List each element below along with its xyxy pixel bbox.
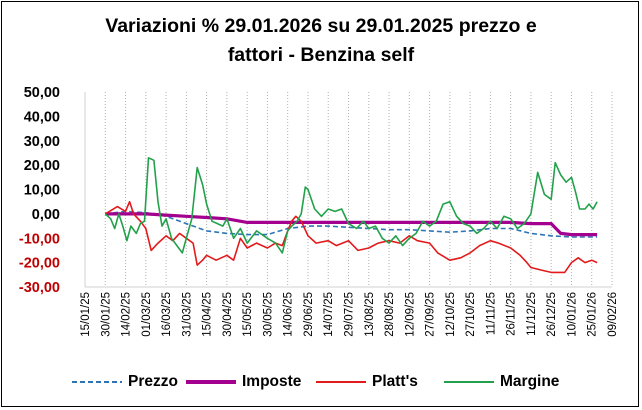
series-line-platts <box>104 200 598 274</box>
chart-title-line-1: Variazioni % 29.01.2026 su 29.01.2025 pr… <box>105 15 537 37</box>
chart-legend: Prezzo Imposte Platt's Margine <box>0 370 642 394</box>
legend-swatch-platts <box>316 381 366 383</box>
legend-swatch-margine <box>444 381 494 383</box>
y-tick-label: -10,00 <box>19 231 60 247</box>
y-tick-label: 30,00 <box>24 134 60 150</box>
x-tick-label: 01/03/25 <box>141 292 153 337</box>
x-tick-label: 26/12/25 <box>546 292 558 337</box>
y-tick-label: 50,00 <box>24 85 60 101</box>
chart-title-line-2: fattori - Benzina self <box>227 44 415 66</box>
x-tick-label: 30/05/25 <box>262 292 274 337</box>
x-tick-label: 28/08/25 <box>384 292 396 337</box>
x-tick-label: 14/07/25 <box>323 292 335 337</box>
x-tick-label: 10/01/26 <box>566 292 578 337</box>
x-tick-label: 14/02/25 <box>121 292 133 337</box>
x-tick-label: 27/09/25 <box>425 292 437 337</box>
series-line-imposte <box>105 212 598 237</box>
x-tick-label: 31/03/25 <box>181 292 193 337</box>
series-line-prezzo <box>105 210 598 238</box>
x-tick-label: 25/01/26 <box>587 292 599 337</box>
x-tick-label: 29/06/25 <box>303 292 315 337</box>
x-tick-label: 11/11/25 <box>485 292 497 335</box>
legend-label-prezzo: Prezzo <box>128 373 178 390</box>
x-tick-label: 30/01/25 <box>100 292 112 337</box>
chart-title: Variazioni % 29.01.2026 su 29.01.2025 pr… <box>0 12 642 70</box>
y-tick-label: 10,00 <box>24 183 60 199</box>
x-tick-label: 13/08/25 <box>364 292 376 337</box>
y-tick-label: 40,00 <box>24 109 60 125</box>
y-tick-label: -20,00 <box>19 256 60 272</box>
x-tick-label: 12/10/25 <box>445 292 457 337</box>
y-tick-label: -30,00 <box>19 280 60 296</box>
legend-item-margine: Margine <box>444 370 559 394</box>
x-tick-label: 15/01/25 <box>80 292 92 337</box>
x-tick-label: 29/07/25 <box>344 292 356 337</box>
x-tick-label: 30/04/25 <box>222 292 234 337</box>
legend-swatch-prezzo <box>72 381 122 383</box>
x-tick-label: 11/12/25 <box>526 292 538 336</box>
legend-label-platts: Platt's <box>372 373 418 390</box>
x-tick-label: 16/03/25 <box>161 292 173 337</box>
legend-item-platts: Platt's <box>316 370 418 394</box>
legend-item-imposte: Imposte <box>186 370 301 394</box>
x-tick-label: 09/02/26 <box>607 292 619 337</box>
x-tick-label: 27/10/25 <box>465 292 477 337</box>
legend-label-imposte: Imposte <box>242 373 302 390</box>
x-tick-label: 15/04/25 <box>202 292 214 337</box>
y-tick-label: 0,00 <box>32 207 60 223</box>
y-tick-label: 20,00 <box>24 158 60 174</box>
series-line-margine <box>104 157 598 254</box>
legend-label-margine: Margine <box>500 373 560 390</box>
x-tick-label: 14/06/25 <box>283 292 295 337</box>
x-tick-label: 26/11/25 <box>506 292 518 336</box>
legend-swatch-imposte <box>186 380 236 384</box>
legend-item-prezzo: Prezzo <box>72 370 178 394</box>
x-tick-label: 15/05/25 <box>242 292 254 337</box>
x-tick-label: 12/09/25 <box>404 292 416 337</box>
